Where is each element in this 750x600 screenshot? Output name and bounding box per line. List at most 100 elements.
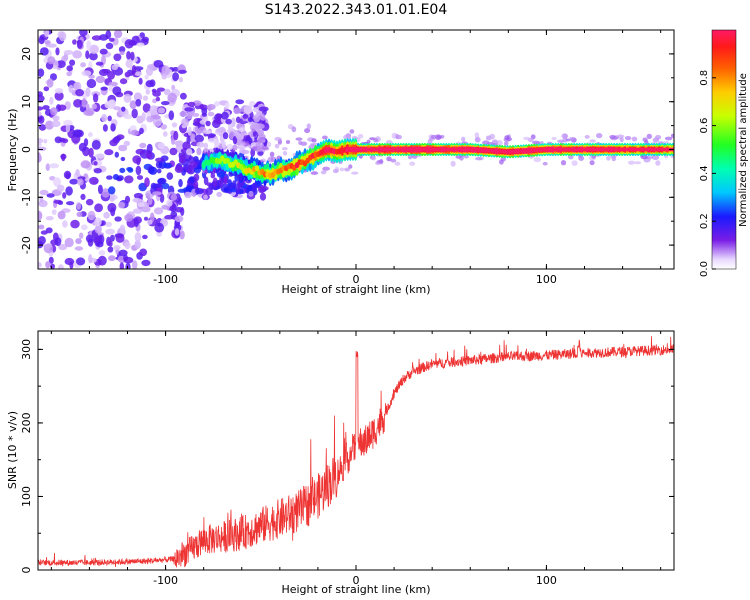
spectrum-noise-blob [64,257,75,266]
spectrum-noise-blob [139,248,148,257]
spectrum-noise-blob [73,82,80,90]
spectrum-noise-blob [123,140,131,147]
spectrum-halo-blob [475,137,480,142]
spectrum-x-axis: -100 0 100 [50,30,662,286]
spectrum-noise-blob [68,84,74,94]
spectrum-noise-blob [38,138,44,144]
spectrum-noise-blob [123,93,132,103]
spectrum-noise-blob [247,116,253,123]
spectrum-halo-blob [571,160,578,166]
spectrum-noise-blob [51,209,57,216]
spectrum-noise-blob [124,241,131,250]
spectrum-noise-blob [203,142,209,149]
spectrum-noise-blob [66,65,73,72]
spectrum-noise-blob [127,167,134,173]
spectrum-noise-blob [182,141,191,151]
spectrum-noise-blob [80,160,91,169]
spectrum-noise-blob [216,191,223,197]
spectrum-noise-blob [118,201,126,209]
spectrum-noise-blob [91,140,101,150]
spectrum-noise-blob [160,124,167,130]
spectrum-noise-blob [47,56,56,65]
spectrum-noise-blob [69,178,79,185]
spectrum-noise-blob [45,163,50,171]
spectrum-noise-blob [48,256,54,264]
spectrum-noise-blob [107,115,112,122]
spectrum-noise-blob [135,165,142,176]
spectrum-halo-blob [295,137,303,141]
spectrum-noise-blob [45,261,51,269]
spectrum-noise-blob [243,105,253,115]
spectrum-halo-blob [261,145,269,150]
colorbar-ticks: 0.0 0.2 0.4 0.6 0.8 [699,70,716,277]
spectrum-noise-blob [108,186,116,195]
spectrum-noise-blob [108,37,115,42]
spectrum-noise-blob [134,239,141,250]
spectrum-noise-blob [136,175,144,180]
spectrum-noise-blob [108,240,113,247]
spectrum-noise-blob [58,244,68,251]
spectrum-noise-blob [123,113,133,120]
spectrum-noise-blob [46,78,54,88]
spectrum-noise-blob [196,147,202,156]
spectrum-noise-blob [142,95,149,101]
spectrum-noise-blob [124,175,134,184]
spectrum-noise-blob [235,184,241,194]
spectrum-noise-blob [141,259,151,267]
spectrum-noise-blob [101,113,108,122]
spectrum-noise-blob [167,92,177,103]
spectrum-halo-blob [532,140,540,145]
spectrum-noise-blob [142,234,148,240]
spectrum-noise-blob [139,142,147,149]
spectrum-noise-blob [105,221,113,227]
snr-y-label: SNR (10 * v/v) [6,411,19,489]
spectrum-noise-blob [119,167,126,174]
spectrum-noise-blob [114,216,122,222]
spectrum-noise-blob [132,197,142,203]
spectrum-noise-blob [196,141,205,148]
spectrum-halo-blob [655,135,662,140]
spectrum-noise-blob [45,216,54,221]
spectrum-halo-blob [631,136,638,142]
spectrum-noise-blob [150,182,157,189]
spectrum-halo-blob [396,134,402,140]
spectrum-noise-blob [75,238,82,245]
spectrum-noise-blob [98,250,106,256]
spectrum-halo-blob [646,133,652,139]
spectrum-halo-blob [344,167,351,172]
spectrum-noise-blob [139,127,144,135]
spectrum-noise-blob [38,106,44,111]
snr-x-label: Height of straight line (km) [281,583,430,596]
spectrum-noise-blob [54,88,64,94]
spectrum-noise-blob [238,127,244,133]
spectrum-noise-blob [62,138,69,144]
spectrum-halo-blob [475,157,483,161]
spectrum-noise-blob [119,51,125,56]
spectrum-noise-blob [110,123,116,132]
spectrum-halo-blob [589,160,595,166]
spectrum-halo-blob [670,133,674,138]
spectrum-noise-blob [80,193,86,200]
spectrum-halo-blob [491,139,498,145]
spectrum-halo-blob [634,161,642,165]
spectrum-noise-blob [39,189,49,196]
spectrum-halo-blob [304,128,311,134]
spectrum-noise-blob [109,234,115,242]
spectrum-noise-blob [118,144,128,152]
spectrum-halo-blob [306,123,311,130]
x-tick-label: 100 [536,273,557,286]
spectrum-noise-blob [155,157,165,163]
spectrum-noise-blob [76,211,83,217]
spectrum-noise-blob [101,188,111,198]
spectrum-halo-blob [266,141,272,148]
spectrum-noise-blob [79,30,88,37]
spectrum-halo-blob [589,139,596,143]
spectrum-noise-blob [136,42,145,47]
spectrum-noise-blob [89,52,98,61]
spectrum-noise-blob [78,142,87,152]
spectrum-halo-blob [606,155,611,161]
spectrum-halo-blob [322,166,330,171]
spectrum-noise-blob [229,131,235,140]
spectrum-halo-blob [642,137,648,142]
spectrum-noise-blob [249,100,256,108]
